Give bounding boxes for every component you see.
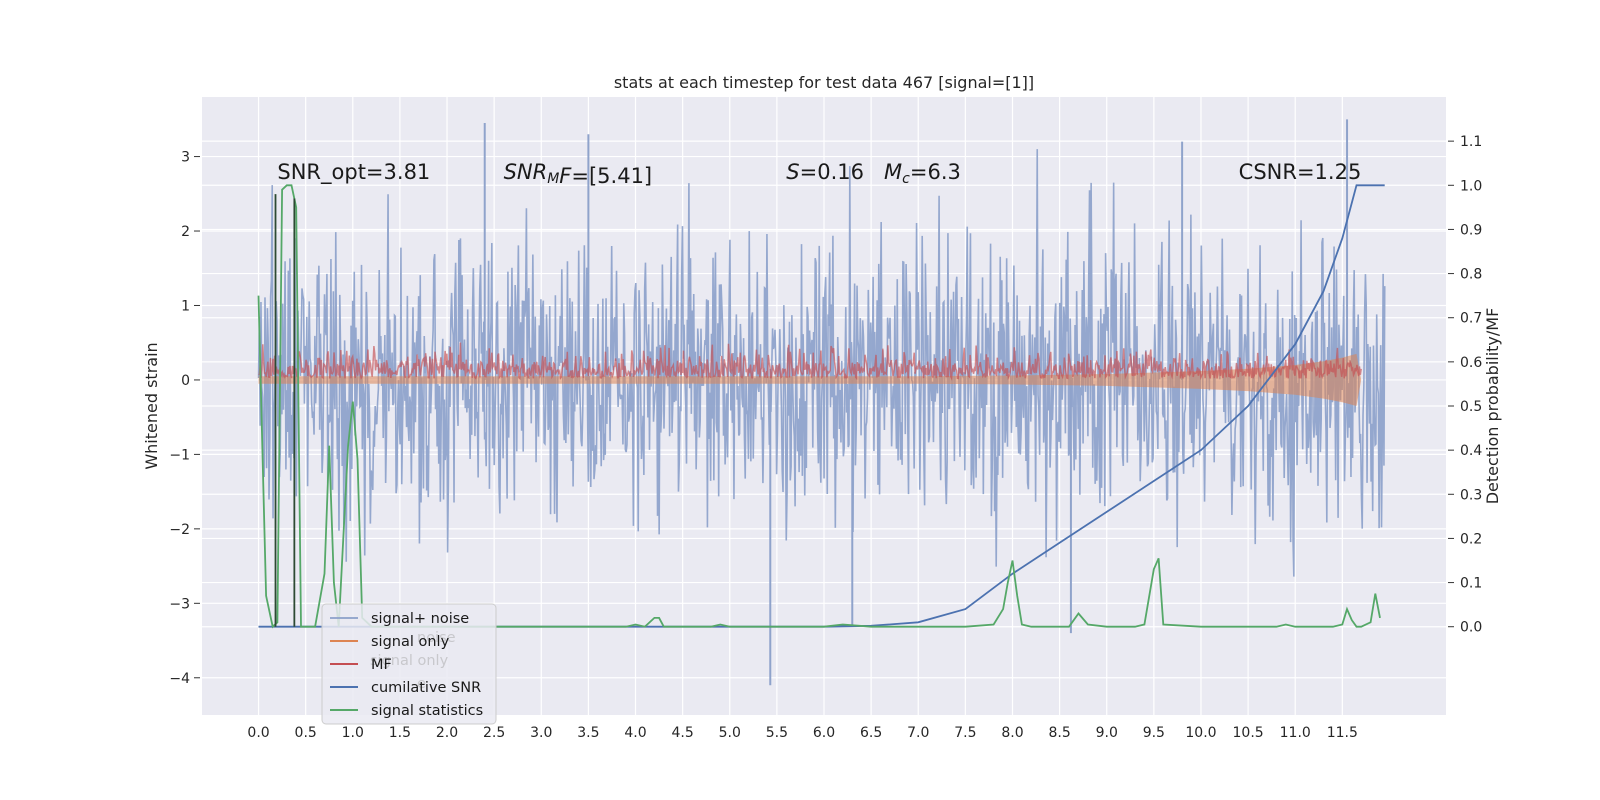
- y-tick-label: 2: [181, 224, 190, 240]
- y2-tick-label: 0.6: [1460, 355, 1482, 371]
- legend-ghost-text: noise: [417, 630, 456, 646]
- y-tick-label: −2: [169, 522, 190, 538]
- y2-tick-label: 1.0: [1460, 178, 1482, 194]
- x-tick-label: 7.0: [907, 725, 929, 741]
- legend-box: [321, 603, 497, 725]
- legend-label: MF: [371, 657, 392, 673]
- x-tick-label: 4.5: [672, 725, 694, 741]
- annotation-layer: SNR_opt=3.81 SNRMF=[5.41] S=0.16 Mc=6.3 CSN…: [277, 160, 1361, 188]
- x-tick-label: 6.0: [813, 725, 835, 741]
- legend-ghost-text: e: [417, 676, 426, 692]
- y2-tick-label: 0.0: [1460, 620, 1482, 636]
- x-tick-label: 5.0: [719, 725, 741, 741]
- legend-label: signal+ noise: [371, 611, 469, 627]
- legend-label: signal only: [371, 634, 450, 650]
- chart-title: stats at each timestep for test data 467…: [614, 73, 1034, 92]
- legend-ghost-text: signal only: [370, 653, 449, 669]
- x-tick-label: 0.5: [295, 725, 317, 741]
- x-tick-label: 7.5: [954, 725, 976, 741]
- annotation-snr-mf: SNRMF=[5.41]: [504, 160, 653, 188]
- y-axis-label: Whitened strain: [142, 342, 161, 469]
- annotation-s-mc: S=0.16 Mc=6.3: [786, 160, 961, 187]
- y-tick-label: 1: [181, 298, 190, 314]
- x-tick-label: 2.5: [483, 725, 505, 741]
- x-tick-label: 6.5: [860, 725, 882, 741]
- series-signal-statistics-line: [257, 184, 1381, 629]
- y2-tick-label: 0.2: [1460, 531, 1482, 547]
- x-tick-label: 1.0: [342, 725, 364, 741]
- series-layer: [257, 119, 1386, 686]
- x-tick-label: 5.5: [766, 725, 788, 741]
- axes-layer: 0.0 0.5 1.0 1.5 2.0 2.5 3.0 3.5 4.0 4.5 5.0 5.5 6.0 6…: [169, 134, 1482, 741]
- legend-label: signal statistics: [371, 703, 483, 719]
- y-tick-label: 3: [181, 150, 190, 166]
- x-tick-label: 3.5: [577, 725, 599, 741]
- y2-tick-label: 0.3: [1460, 487, 1482, 503]
- x-tick-label: 8.5: [1048, 725, 1070, 741]
- y2-tick-label: 0.5: [1460, 399, 1482, 415]
- y2-tick-label: 0.4: [1460, 443, 1482, 459]
- y-tick-label: −3: [169, 596, 190, 612]
- x-tick-label: 9.0: [1096, 725, 1118, 741]
- y2-tick-label: 0.8: [1460, 267, 1482, 283]
- y2-tick-label: 0.7: [1460, 311, 1482, 327]
- x-tick-label: 11.5: [1327, 725, 1358, 741]
- y2-tick-label: 1.1: [1460, 134, 1482, 150]
- x-tick-label: 1.5: [389, 725, 411, 741]
- y-tick-label: −4: [169, 671, 190, 687]
- series-cumulative-snr-line: [258, 184, 1385, 628]
- y-tick-label: −1: [169, 447, 190, 463]
- series-mf-line: [258, 342, 1362, 381]
- annotation-snr-opt: SNR_opt=3.81: [277, 160, 430, 185]
- annotation-csnr: CSNR=1.25: [1239, 160, 1362, 184]
- x-tick-label: 0.0: [247, 725, 269, 741]
- x-tick-label: 4.0: [624, 725, 646, 741]
- x-tick-label: 10.5: [1233, 725, 1264, 741]
- x-tick-label: 11.0: [1280, 725, 1311, 741]
- x-tick-label: 3.0: [530, 725, 552, 741]
- x-tick-label: 2.0: [436, 725, 458, 741]
- x-tick-label: 9.5: [1143, 725, 1165, 741]
- y2-tick-label: 0.1: [1460, 576, 1482, 592]
- y2-tick-label: 0.9: [1460, 222, 1482, 238]
- y2-axis-label: Detection probability/MF: [1483, 308, 1502, 505]
- y-tick-label: 0: [181, 373, 190, 389]
- series-signal-only-area: [258, 353, 1362, 406]
- x-tick-label: 10.0: [1185, 725, 1216, 741]
- legend-label: cumilative SNR: [371, 680, 481, 696]
- x-tick-label: 8.0: [1001, 725, 1023, 741]
